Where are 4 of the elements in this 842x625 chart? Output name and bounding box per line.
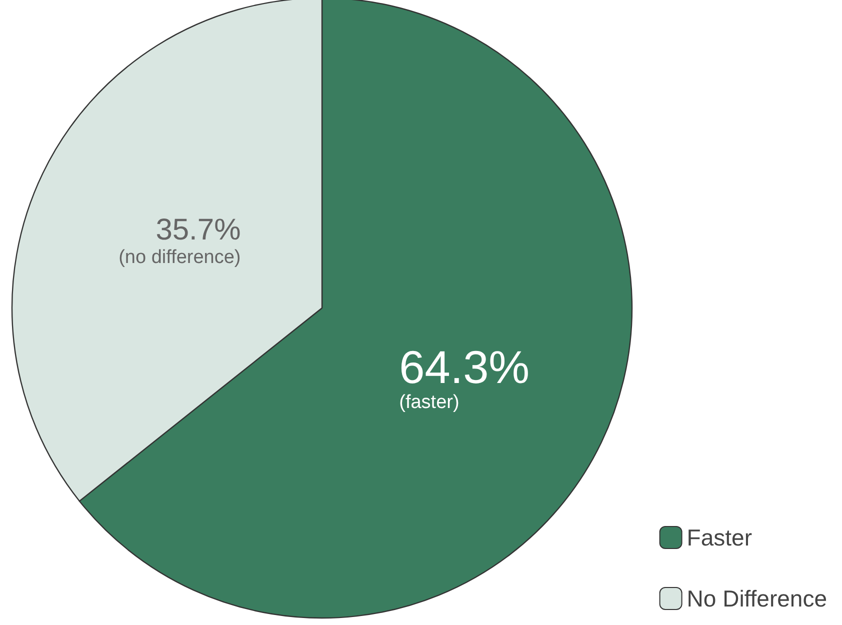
- legend-label: Faster: [686, 524, 752, 550]
- data-label: 35.7% (no difference): [118, 213, 241, 268]
- legend-label: No Difference: [686, 586, 827, 612]
- data-label: 64.3% (faster): [399, 341, 530, 414]
